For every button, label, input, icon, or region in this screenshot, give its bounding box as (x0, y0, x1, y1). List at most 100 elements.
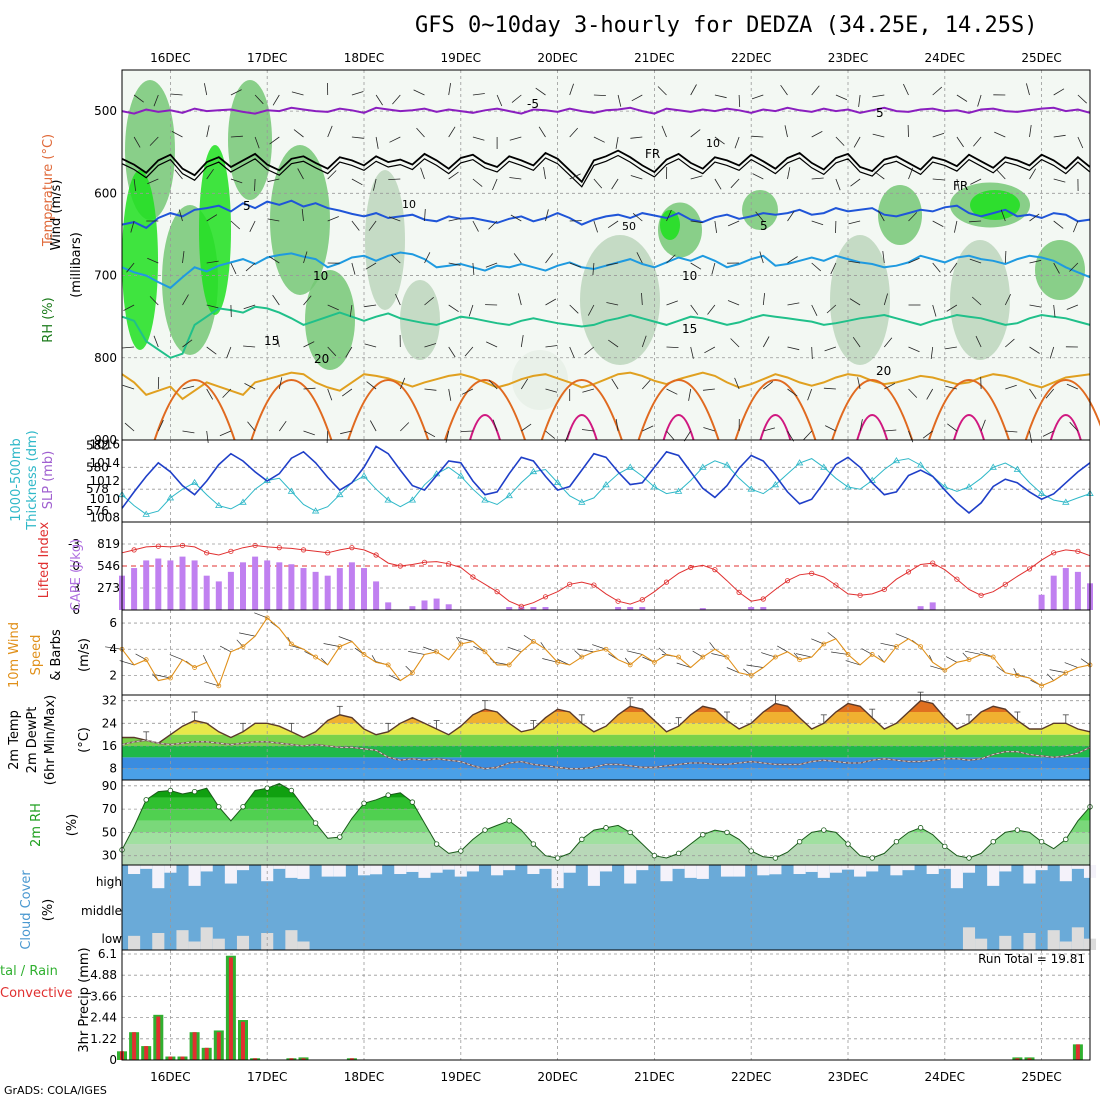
lifted-cape-panel: -3 0 3 6 273 546 819 (68, 521, 1093, 617)
wind-barb (1029, 259, 1042, 264)
iso-label-15b: 15 (682, 322, 697, 336)
p3-lifted-label: Lifted Index (37, 521, 52, 598)
cloud-clear-high (829, 865, 842, 873)
wind-barb (1053, 220, 1064, 229)
wind-barb (1069, 262, 1079, 272)
lifted-index-point (131, 547, 137, 553)
wind-barb-10m (323, 643, 340, 647)
wind-speed-point (1015, 672, 1020, 678)
wind-barb (122, 346, 135, 349)
thickness-point (287, 487, 296, 494)
wind-speed-point (531, 638, 536, 644)
wind-barb (492, 419, 498, 432)
top-date-label: 17DEC (247, 51, 287, 65)
iso-label-5: 5 (243, 199, 251, 213)
wind-barb (182, 385, 195, 390)
wind-barb (702, 388, 715, 391)
p2-thickness-label: 1000-500mb (9, 438, 24, 522)
rh-point (845, 841, 851, 847)
wind-barb (230, 178, 243, 184)
cape-bar (336, 568, 343, 610)
cloud-clear-low (152, 933, 165, 950)
wind-barb (945, 385, 957, 390)
wind-barb (364, 304, 377, 308)
chart-title: GFS 0~10day 3-hourly for DEDZA (34.25E, … (415, 13, 1038, 38)
thickness-point (771, 481, 780, 488)
bottom-date-label: 25DEC (1021, 1070, 1061, 1084)
wind-barb (448, 388, 452, 401)
lifted-index-point (421, 559, 428, 565)
precip-tick-label: 0 (109, 1053, 117, 1067)
isotherm-25 (540, 379, 623, 441)
isotherm-0-double (121, 154, 1091, 188)
rh-point (724, 829, 730, 836)
wind-barb (1077, 136, 1084, 149)
wind-barb-10m (895, 633, 909, 640)
wind-barb (448, 83, 451, 96)
wind-barb (1066, 383, 1079, 390)
thickness-tick-label: 576 (86, 504, 109, 518)
wind-barb (980, 419, 986, 432)
wind-barb (445, 430, 450, 443)
wind-barb-10m (930, 665, 945, 671)
wind-barb (543, 167, 546, 180)
wind-speed-point (845, 652, 851, 657)
wind-barb (545, 345, 558, 348)
p6-label: 2m RH (29, 803, 44, 847)
rh-point (1063, 836, 1069, 843)
wind-barb (472, 136, 485, 141)
wind-barb (124, 422, 135, 432)
wind-barb (787, 388, 798, 397)
wind-barb (388, 216, 401, 222)
wind-barb (872, 94, 885, 98)
cape-bar (373, 581, 380, 610)
lifted-index-point (978, 592, 984, 598)
lifted-index-point (276, 545, 282, 551)
cape-bar (433, 598, 440, 610)
rh-point (167, 787, 174, 794)
wind-barb (485, 262, 498, 268)
rh-point (651, 852, 658, 859)
wind-barb (971, 296, 982, 306)
iso-label-5b: 5 (760, 219, 768, 233)
wind-barb (510, 214, 522, 222)
rh-point (385, 792, 391, 798)
cloud-clear-high (890, 865, 903, 876)
thickness-point (674, 487, 683, 494)
wind-barb (254, 178, 256, 192)
rh-point (530, 841, 537, 847)
wind-barb (946, 304, 958, 312)
precip-convective-bar (241, 1021, 245, 1060)
wind-speed-point (966, 657, 972, 663)
precip-convective-bar (204, 1047, 209, 1060)
wind-barb (157, 419, 164, 432)
wind-barb (206, 430, 209, 443)
wind-barb (849, 298, 861, 306)
wind-barb (464, 346, 474, 357)
top-date-label: 20DEC (537, 51, 577, 65)
bottom-date-axis: 16DEC 17DEC 18DEC 19DEC 20DEC 21DEC 22DEC 23DEC… (150, 1070, 1062, 1084)
wind-barb (762, 336, 770, 348)
cloud-clear-high (599, 865, 613, 872)
p5-label-a: 2m Temp (7, 710, 22, 770)
wind-barb (607, 220, 619, 229)
wind-barb (835, 178, 841, 191)
rh-blob (830, 235, 890, 365)
lifted-index-point (688, 564, 694, 571)
wind-barb (535, 87, 546, 96)
wind-barb-10m (626, 650, 643, 655)
lifted-index-line (121, 544, 1091, 607)
cloud-clear-high (1071, 865, 1084, 869)
wind-speed-point (216, 683, 222, 689)
wind-speed-point (555, 659, 560, 665)
cloud-cover-panel (121, 864, 1097, 951)
wind-barb (752, 173, 764, 180)
cloud-clear-high (987, 865, 1000, 886)
wind-barb (932, 178, 945, 181)
wind-barb (593, 136, 605, 143)
cloud-clear-high (503, 865, 516, 871)
p4-unit: (m/s) (77, 638, 92, 672)
rh-blob (305, 270, 355, 370)
wind-speed-point (724, 654, 730, 660)
cloud-clear-high (128, 865, 141, 875)
